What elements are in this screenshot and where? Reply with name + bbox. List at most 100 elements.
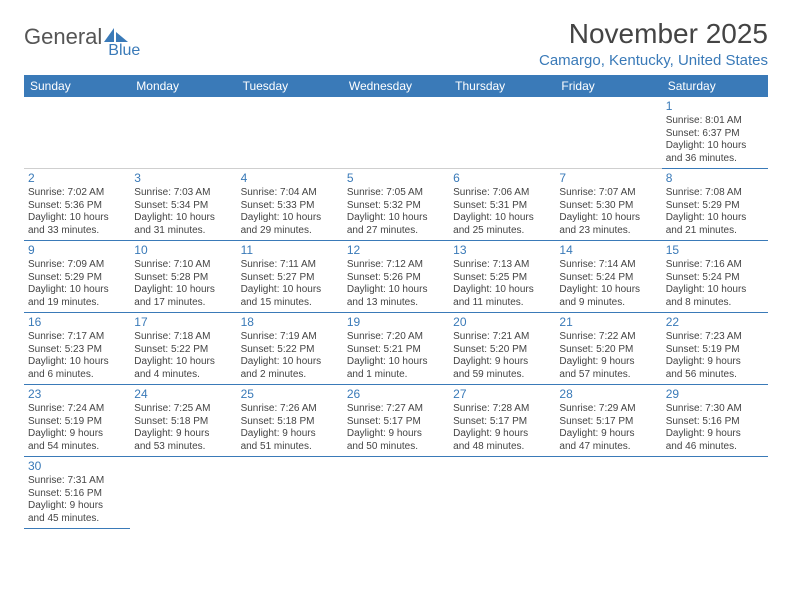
day-sr: Sunrise: 7:14 AM [559,259,657,272]
day-number: 2 [28,171,126,186]
day-number: 21 [559,315,657,330]
day-dl2: and 36 minutes. [666,153,764,166]
day-dl2: and 46 minutes. [666,441,764,454]
day-dl2: and 23 minutes. [559,225,657,238]
day-dl2: and 1 minute. [347,369,445,382]
day-dl1: Daylight: 10 hours [347,212,445,225]
day-dl2: and 56 minutes. [666,369,764,382]
day-sr: Sunrise: 7:26 AM [241,403,339,416]
day-cell [130,97,236,169]
day-dl1: Daylight: 9 hours [666,428,764,441]
day-sr: Sunrise: 7:04 AM [241,187,339,200]
day-cell [237,97,343,169]
day-dl2: and 27 minutes. [347,225,445,238]
day-dl2: and 53 minutes. [134,441,232,454]
day-dl2: and 17 minutes. [134,297,232,310]
day-cell: 4Sunrise: 7:04 AMSunset: 5:33 PMDaylight… [237,169,343,241]
day-cell: 21Sunrise: 7:22 AMSunset: 5:20 PMDayligh… [555,313,661,385]
day-sr: Sunrise: 7:08 AM [666,187,764,200]
day-ss: Sunset: 5:27 PM [241,272,339,285]
day-number: 4 [241,171,339,186]
day-dl1: Daylight: 10 hours [28,356,126,369]
day-cell: 7Sunrise: 7:07 AMSunset: 5:30 PMDaylight… [555,169,661,241]
day-ss: Sunset: 5:31 PM [453,200,551,213]
day-cell: 24Sunrise: 7:25 AMSunset: 5:18 PMDayligh… [130,385,236,457]
day-sr: Sunrise: 7:13 AM [453,259,551,272]
day-dl1: Daylight: 10 hours [134,212,232,225]
day-cell [343,457,449,529]
day-sr: Sunrise: 7:07 AM [559,187,657,200]
day-ss: Sunset: 5:28 PM [134,272,232,285]
weekday-header-row: Sunday Monday Tuesday Wednesday Thursday… [24,75,768,97]
day-sr: Sunrise: 7:24 AM [28,403,126,416]
day-number: 19 [347,315,445,330]
day-dl1: Daylight: 10 hours [559,284,657,297]
day-dl1: Daylight: 10 hours [666,140,764,153]
day-ss: Sunset: 5:34 PM [134,200,232,213]
weekday-fri: Friday [555,75,661,97]
day-number: 9 [28,243,126,258]
day-cell: 10Sunrise: 7:10 AMSunset: 5:28 PMDayligh… [130,241,236,313]
location-text: Camargo, Kentucky, United States [539,52,768,69]
day-cell [555,457,661,529]
day-number: 14 [559,243,657,258]
day-number: 16 [28,315,126,330]
day-sr: Sunrise: 7:05 AM [347,187,445,200]
day-dl1: Daylight: 10 hours [28,212,126,225]
day-sr: Sunrise: 7:27 AM [347,403,445,416]
day-sr: Sunrise: 7:17 AM [28,331,126,344]
day-dl1: Daylight: 10 hours [347,284,445,297]
day-sr: Sunrise: 7:22 AM [559,331,657,344]
day-cell: 29Sunrise: 7:30 AMSunset: 5:16 PMDayligh… [662,385,768,457]
calendar-grid: 1Sunrise: 8:01 AMSunset: 6:37 PMDaylight… [24,97,768,529]
day-dl1: Daylight: 10 hours [666,212,764,225]
day-cell: 30Sunrise: 7:31 AMSunset: 5:16 PMDayligh… [24,457,130,529]
day-ss: Sunset: 5:23 PM [28,344,126,357]
weekday-sun: Sunday [24,75,130,97]
day-dl2: and 2 minutes. [241,369,339,382]
day-cell: 16Sunrise: 7:17 AMSunset: 5:23 PMDayligh… [24,313,130,385]
day-number: 15 [666,243,764,258]
day-dl1: Daylight: 10 hours [134,356,232,369]
day-cell: 3Sunrise: 7:03 AMSunset: 5:34 PMDaylight… [130,169,236,241]
day-ss: Sunset: 5:32 PM [347,200,445,213]
day-dl2: and 47 minutes. [559,441,657,454]
day-cell: 20Sunrise: 7:21 AMSunset: 5:20 PMDayligh… [449,313,555,385]
day-sr: Sunrise: 7:16 AM [666,259,764,272]
day-ss: Sunset: 5:17 PM [347,416,445,429]
day-number: 29 [666,387,764,402]
logo-text-2: Blue [108,42,140,60]
day-cell: 2Sunrise: 7:02 AMSunset: 5:36 PMDaylight… [24,169,130,241]
day-dl2: and 31 minutes. [134,225,232,238]
day-ss: Sunset: 5:22 PM [241,344,339,357]
day-number: 20 [453,315,551,330]
day-dl1: Daylight: 9 hours [453,356,551,369]
day-ss: Sunset: 5:26 PM [347,272,445,285]
day-ss: Sunset: 5:19 PM [28,416,126,429]
day-sr: Sunrise: 7:21 AM [453,331,551,344]
day-ss: Sunset: 5:36 PM [28,200,126,213]
day-number: 22 [666,315,764,330]
day-sr: Sunrise: 7:10 AM [134,259,232,272]
day-dl1: Daylight: 10 hours [241,284,339,297]
day-cell: 22Sunrise: 7:23 AMSunset: 5:19 PMDayligh… [662,313,768,385]
day-cell: 5Sunrise: 7:05 AMSunset: 5:32 PMDaylight… [343,169,449,241]
day-ss: Sunset: 5:16 PM [666,416,764,429]
day-dl2: and 57 minutes. [559,369,657,382]
day-cell: 17Sunrise: 7:18 AMSunset: 5:22 PMDayligh… [130,313,236,385]
day-ss: Sunset: 5:25 PM [453,272,551,285]
day-sr: Sunrise: 7:18 AM [134,331,232,344]
day-dl1: Daylight: 9 hours [666,356,764,369]
day-ss: Sunset: 5:16 PM [28,488,126,501]
day-number: 30 [28,459,126,474]
day-ss: Sunset: 5:19 PM [666,344,764,357]
day-cell: 19Sunrise: 7:20 AMSunset: 5:21 PMDayligh… [343,313,449,385]
day-ss: Sunset: 5:17 PM [453,416,551,429]
day-cell [237,457,343,529]
day-dl1: Daylight: 9 hours [28,500,126,513]
day-dl2: and 45 minutes. [28,513,126,526]
day-dl1: Daylight: 10 hours [241,212,339,225]
day-number: 12 [347,243,445,258]
day-cell: 1Sunrise: 8:01 AMSunset: 6:37 PMDaylight… [662,97,768,169]
calendar-page: General Blue November 2025 Camargo, Kent… [0,0,792,529]
